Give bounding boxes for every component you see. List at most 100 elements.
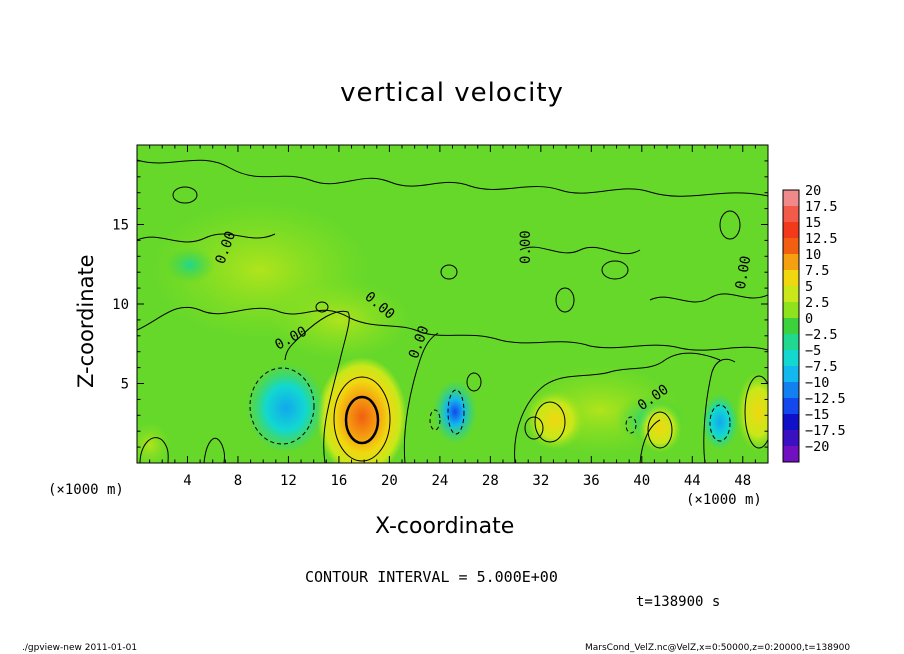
heatmap-field: 0.00 0.00 0.00 0.00 0.00 0.00 0.00 — [137, 145, 768, 463]
zero-contour — [440, 264, 458, 280]
contour-neg5 — [625, 416, 637, 434]
zero-contour — [703, 358, 736, 463]
x-tick-label: 36 — [583, 473, 600, 489]
x-tick-label: 40 — [633, 473, 650, 489]
zero-contour — [137, 159, 768, 197]
contour-neg5 — [429, 409, 441, 431]
zero-contour — [514, 352, 721, 463]
footer-program: ./gpview-new 2011-01-01 — [22, 643, 138, 653]
updraft-region — [736, 372, 768, 452]
colorbar-label: −10 — [805, 375, 829, 391]
colorbar-label: 7.5 — [805, 263, 829, 279]
zero-contour — [137, 306, 768, 351]
chart-title: vertical velocity — [340, 78, 564, 108]
colorbar-swatch — [783, 334, 799, 351]
field-region — [137, 423, 170, 463]
y-tick-label: 10 — [112, 297, 129, 313]
colorbar-swatch — [783, 430, 799, 447]
x-tick-label: 4 — [183, 473, 191, 489]
contour-10 — [344, 395, 380, 445]
zero-contour — [601, 260, 629, 280]
colorbar-swatch — [783, 222, 799, 239]
field-region — [165, 247, 215, 283]
colorbar-swatch — [783, 206, 799, 223]
colorbar-label: 2.5 — [805, 295, 829, 311]
x-tick-label: 8 — [234, 473, 242, 489]
colorbar-frame — [782, 189, 800, 463]
x-tick-label: 12 — [280, 473, 297, 489]
x-tick-label: 44 — [684, 473, 701, 489]
colorbar-swatch — [783, 254, 799, 271]
x-axis-label: X-coordinate — [375, 514, 515, 539]
colorbar-swatch — [783, 286, 799, 303]
zero-contour — [649, 293, 768, 303]
colorbar: 2017.51512.5107.552.50−2.5−5−7.5−10−12.5… — [782, 183, 846, 463]
x-tick-label: 28 — [482, 473, 499, 489]
colorbar-label: −7.5 — [805, 359, 838, 375]
zero-contour — [719, 210, 741, 240]
colorbar-label: −12.5 — [805, 391, 846, 407]
updraft-region — [525, 390, 585, 450]
time-stamp: t=138900 s — [636, 594, 721, 610]
y-tick-label: 15 — [112, 218, 129, 234]
zero-contours — [137, 159, 768, 463]
x-tick-label: 16 — [330, 473, 347, 489]
x-tick-label: 48 — [734, 473, 751, 489]
colorbar-swatch — [783, 366, 799, 383]
contour-neg5 — [249, 367, 315, 445]
colorbar-swatch — [783, 190, 799, 207]
x-tick-label: 20 — [381, 473, 398, 489]
downdraft-core — [246, 363, 326, 453]
colorbar-label: −15 — [805, 407, 829, 423]
updraft-core — [317, 357, 407, 463]
downdraft-core — [702, 394, 738, 450]
contour-5 — [534, 401, 566, 443]
colorbar-label: 5 — [805, 279, 813, 295]
colorbar-label: 10 — [805, 247, 821, 263]
colorbar-swatch — [783, 350, 799, 367]
zero-contour — [639, 419, 661, 463]
zero-contour — [315, 301, 329, 313]
zero-contour — [172, 186, 198, 204]
colorbar-swatch — [783, 398, 799, 415]
zero-contour — [137, 233, 276, 243]
contour-5 — [524, 416, 544, 440]
positive-contours — [333, 375, 768, 462]
x-tick-label: 32 — [532, 473, 549, 489]
zero-contour — [284, 310, 350, 463]
updraft-region — [638, 403, 682, 453]
colorbar-label: 0 — [805, 311, 813, 327]
y-tick-label: 5 — [121, 377, 129, 393]
contour-5 — [333, 376, 391, 462]
contour-5 — [744, 375, 768, 449]
colorbar-swatch — [783, 382, 799, 399]
zero-contour — [466, 372, 482, 392]
zero-contour — [203, 438, 225, 463]
footer-source: MarsCond_VelZ.nc@VelZ,x=0:50000,z=0:2000… — [585, 643, 851, 653]
colorbar-swatch — [783, 270, 799, 287]
colorbar-swatch — [783, 446, 799, 463]
colorbar-label: −17.5 — [805, 423, 846, 439]
contour-label: 0.00 — [518, 230, 534, 264]
zero-contour — [519, 246, 641, 255]
colorbar-label: 20 — [805, 183, 821, 199]
colorbar-label: −20 — [805, 439, 829, 455]
contour-5 — [647, 411, 673, 449]
colorbar-label: 15 — [805, 215, 821, 231]
zero-contour — [403, 332, 439, 463]
contour-neg5 — [447, 389, 465, 435]
colorbar-swatch — [783, 414, 799, 431]
colorbar-label: 12.5 — [805, 231, 838, 247]
colorbar-label: 17.5 — [805, 199, 838, 215]
x-unit-label-right: (×1000 m) — [686, 492, 762, 508]
field-region — [270, 280, 410, 360]
colorbar-swatch — [783, 302, 799, 319]
x-tick-label: 24 — [431, 473, 448, 489]
contour-interval-note: CONTOUR INTERVAL = 5.000E+00 — [305, 568, 558, 586]
colorbar-swatch — [783, 318, 799, 335]
contour-neg5 — [709, 404, 731, 442]
zero-contour — [555, 287, 575, 313]
colorbar-swatch — [783, 238, 799, 255]
